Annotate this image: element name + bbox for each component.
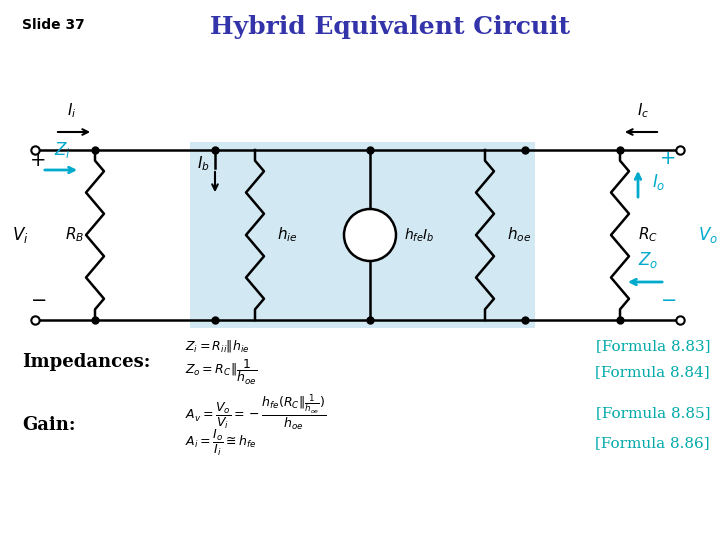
Text: $V_o$: $V_o$ — [698, 225, 718, 245]
Text: $Z_i$: $Z_i$ — [53, 140, 71, 160]
Text: Impedances:: Impedances: — [22, 353, 150, 371]
Text: $I_i$: $I_i$ — [67, 102, 77, 120]
Text: $h_{oe}$: $h_{oe}$ — [507, 226, 531, 244]
Text: $R_C$: $R_C$ — [638, 226, 658, 244]
Text: +: + — [660, 148, 676, 167]
Text: $h_{ie}$: $h_{ie}$ — [277, 226, 297, 244]
Text: $I_b$: $I_b$ — [197, 154, 210, 173]
Text: Gain:: Gain: — [22, 416, 76, 434]
Text: Hybrid Equivalent Circuit: Hybrid Equivalent Circuit — [210, 15, 570, 39]
Text: [Formula 8.83]: [Formula 8.83] — [595, 339, 710, 353]
Text: $A_v = \dfrac{V_o}{V_i} = -\dfrac{h_{fe}(R_C\|\frac{1}{h_{oe}})}{h_{oe}}$: $A_v = \dfrac{V_o}{V_i} = -\dfrac{h_{fe}… — [185, 393, 326, 433]
Text: $I_o$: $I_o$ — [652, 172, 665, 192]
Text: $Z_o$: $Z_o$ — [638, 250, 658, 270]
Text: $-$: $-$ — [660, 289, 676, 308]
Circle shape — [344, 209, 396, 261]
Text: $V_i$: $V_i$ — [12, 225, 28, 245]
Text: $Z_i = R_{ii}\|h_{ie}$: $Z_i = R_{ii}\|h_{ie}$ — [185, 338, 249, 354]
Text: $A_i = \dfrac{I_o}{I_i} \cong h_{fe}$: $A_i = \dfrac{I_o}{I_i} \cong h_{fe}$ — [185, 428, 256, 458]
Text: [Formula 8.84]: [Formula 8.84] — [595, 365, 710, 379]
Bar — [190, 142, 535, 328]
Text: $h_{fe} I_b$: $h_{fe} I_b$ — [404, 226, 434, 244]
Text: +: + — [30, 151, 46, 170]
Text: Slide 37: Slide 37 — [22, 18, 85, 32]
Text: $R_B$: $R_B$ — [66, 226, 85, 244]
Text: $Z_o = R_C\|\dfrac{1}{h_{oe}}$: $Z_o = R_C\|\dfrac{1}{h_{oe}}$ — [185, 357, 257, 387]
Text: [Formula 8.86]: [Formula 8.86] — [595, 436, 710, 450]
Text: [Formula 8.85]: [Formula 8.85] — [595, 406, 710, 420]
Text: $-$: $-$ — [30, 289, 46, 308]
Text: $I_c$: $I_c$ — [637, 102, 649, 120]
